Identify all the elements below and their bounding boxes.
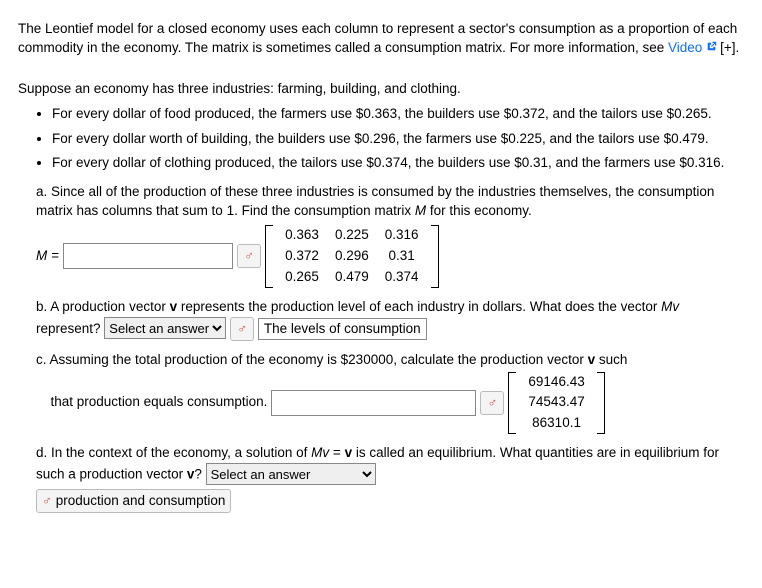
- part-d-select[interactable]: Select an answer: [206, 463, 376, 485]
- matrix-cell: 0.363: [277, 225, 327, 246]
- part-d-q: ?: [194, 467, 205, 482]
- matrix-cell: 0.31: [377, 246, 427, 267]
- video-link[interactable]: Video: [668, 40, 720, 55]
- part-d-text1: d. In the context of the economy, a solu…: [36, 445, 311, 460]
- retry-icon: ♂: [42, 492, 52, 510]
- matrix-cell: 0.225: [327, 225, 377, 246]
- matrix-var-m2: M: [36, 247, 47, 266]
- equals-sign: =: [329, 445, 344, 460]
- list-item: For every dollar of clothing produced, t…: [52, 154, 744, 173]
- vector-cell: 86310.1: [520, 413, 592, 434]
- external-link-icon: [706, 43, 720, 55]
- retry-icon: ♂: [244, 247, 254, 265]
- part-c-inline: that production equals consumption.: [51, 393, 268, 412]
- consumption-matrix: 0.3630.2250.316 0.3720.2960.31 0.2650.47…: [265, 225, 438, 288]
- vector-cell: 69146.43: [520, 372, 592, 393]
- video-link-label: Video: [668, 40, 702, 55]
- vector-input[interactable]: [271, 390, 476, 416]
- part-a: a. Since all of the production of these …: [36, 183, 744, 287]
- part-d: d. In the context of the economy, a solu…: [36, 444, 744, 513]
- vector-v: v: [170, 299, 178, 314]
- part-b-text2: represents the production level of each …: [177, 299, 661, 314]
- matrix-var-m: M: [415, 203, 426, 218]
- intro-plus: [+].: [720, 40, 739, 55]
- part-b-text3: represent?: [36, 321, 104, 336]
- list-item: For every dollar worth of building, the …: [52, 130, 744, 149]
- part-b-answer: The levels of consumption: [258, 318, 427, 341]
- mv-var: Mv: [311, 445, 329, 460]
- vector-v: v: [588, 352, 596, 367]
- part-a-text2: for this economy.: [426, 203, 532, 218]
- matrix-cell: 0.296: [327, 246, 377, 267]
- retry-button[interactable]: ♂: [480, 391, 504, 415]
- part-a-text: a. Since all of the production of these …: [36, 184, 714, 218]
- retry-button[interactable]: ♂: [42, 490, 56, 512]
- retry-button[interactable]: ♂: [237, 244, 261, 268]
- part-d-answer-box: ♂ production and consumption: [36, 489, 231, 513]
- matrix-cell: 0.479: [327, 267, 377, 288]
- part-b-text1: b. A production vector: [36, 299, 170, 314]
- matrix-cell: 0.316: [377, 225, 427, 246]
- matrix-cell: 0.265: [277, 267, 327, 288]
- list-item: For every dollar of food produced, the f…: [52, 105, 744, 124]
- economy-bullets: For every dollar of food produced, the f…: [18, 105, 744, 174]
- retry-icon: ♂: [237, 320, 247, 338]
- part-c-text1: c. Assuming the total production of the …: [36, 352, 588, 367]
- vector-cell: 74543.47: [520, 392, 592, 413]
- matrix-cell: 0.374: [377, 267, 427, 288]
- part-d-answer: production and consumption: [56, 492, 226, 511]
- part-c-text2: such: [595, 352, 627, 367]
- intro-paragraph: The Leontief model for a closed economy …: [18, 20, 744, 58]
- vector-v: v: [345, 445, 353, 460]
- matrix-cell: 0.372: [277, 246, 327, 267]
- part-c: c. Assuming the total production of the …: [36, 351, 744, 435]
- retry-button[interactable]: ♂: [230, 317, 254, 341]
- retry-icon: ♂: [488, 394, 498, 412]
- suppose-text: Suppose an economy has three industries:…: [18, 80, 744, 99]
- equals-sign: =: [51, 247, 59, 266]
- production-vector: 69146.43 74543.47 86310.1: [508, 372, 604, 435]
- part-b: b. A production vector v represents the …: [36, 298, 744, 341]
- intro-text: The Leontief model for a closed economy …: [18, 21, 737, 55]
- part-b-select[interactable]: Select an answer: [104, 317, 226, 339]
- matrix-input[interactable]: [63, 243, 233, 269]
- mv-var: Mv: [661, 299, 679, 314]
